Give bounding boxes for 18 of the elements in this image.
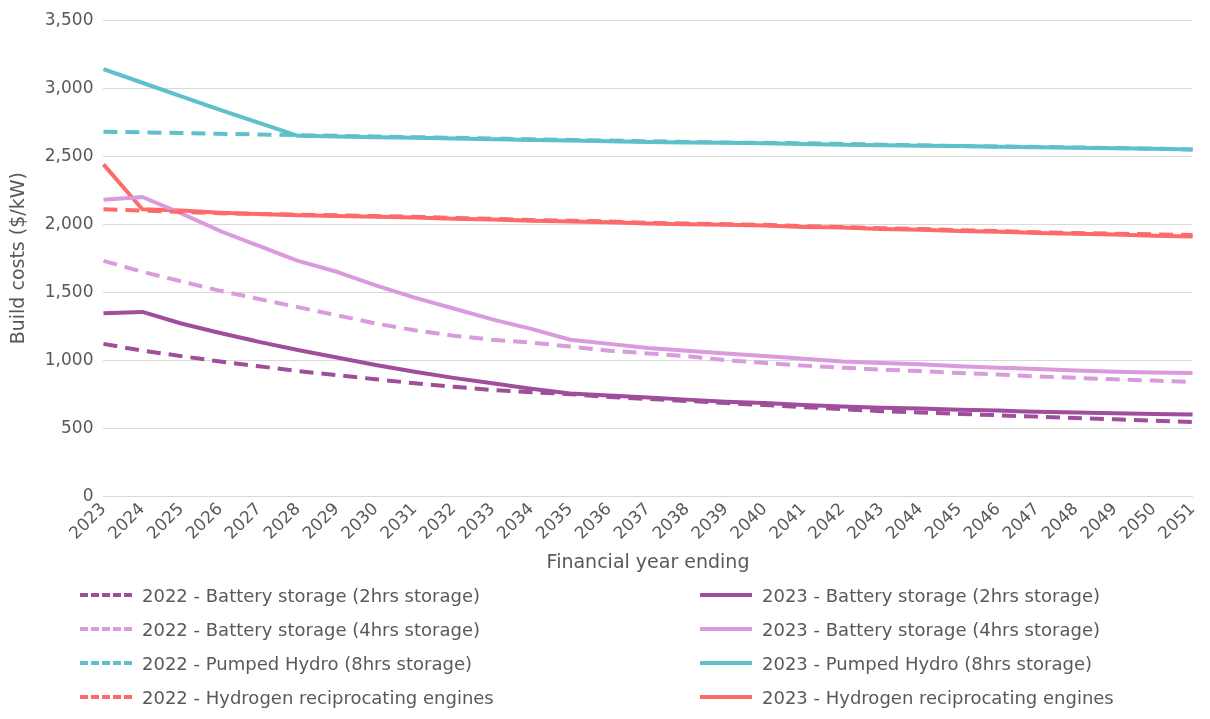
x-axis-title: Financial year ending (546, 549, 750, 572)
y-tick-label: 0 (82, 484, 94, 505)
legend-label: 2022 - Battery storage (2hrs storage) (142, 584, 480, 606)
legend-label: 2023 - Pumped Hydro (8hrs storage) (762, 652, 1093, 674)
legend-label: 2022 - Pumped Hydro (8hrs storage) (142, 652, 473, 674)
legend-label: 2023 - Hydrogen reciprocating engines (762, 686, 1114, 708)
legend-label: 2022 - Hydrogen reciprocating engines (142, 686, 494, 708)
y-tick-label: 2,500 (44, 144, 94, 165)
y-tick-label: 1,000 (44, 348, 94, 369)
y-tick-label: 2,000 (44, 212, 94, 233)
y-tick-label: 1,500 (44, 280, 94, 301)
y-tick-label: 3,000 (44, 76, 94, 97)
legend-label: 2023 - Battery storage (2hrs storage) (762, 584, 1100, 606)
legend-label: 2022 - Battery storage (4hrs storage) (142, 618, 480, 640)
y-axis-title: Build costs ($/kW) (6, 172, 29, 345)
y-tick-label: 3,500 (44, 8, 94, 29)
y-tick-label: 500 (61, 416, 94, 437)
legend-label: 2023 - Battery storage (4hrs storage) (762, 618, 1100, 640)
